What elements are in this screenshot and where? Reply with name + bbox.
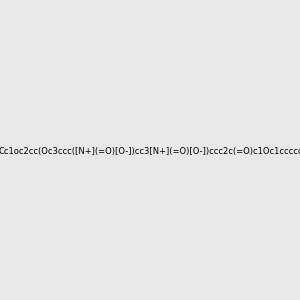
Text: Cc1oc2cc(Oc3ccc([N+](=O)[O-])cc3[N+](=O)[O-])ccc2c(=O)c1Oc1ccccc1: Cc1oc2cc(Oc3ccc([N+](=O)[O-])cc3[N+](=O)… [0, 147, 300, 156]
